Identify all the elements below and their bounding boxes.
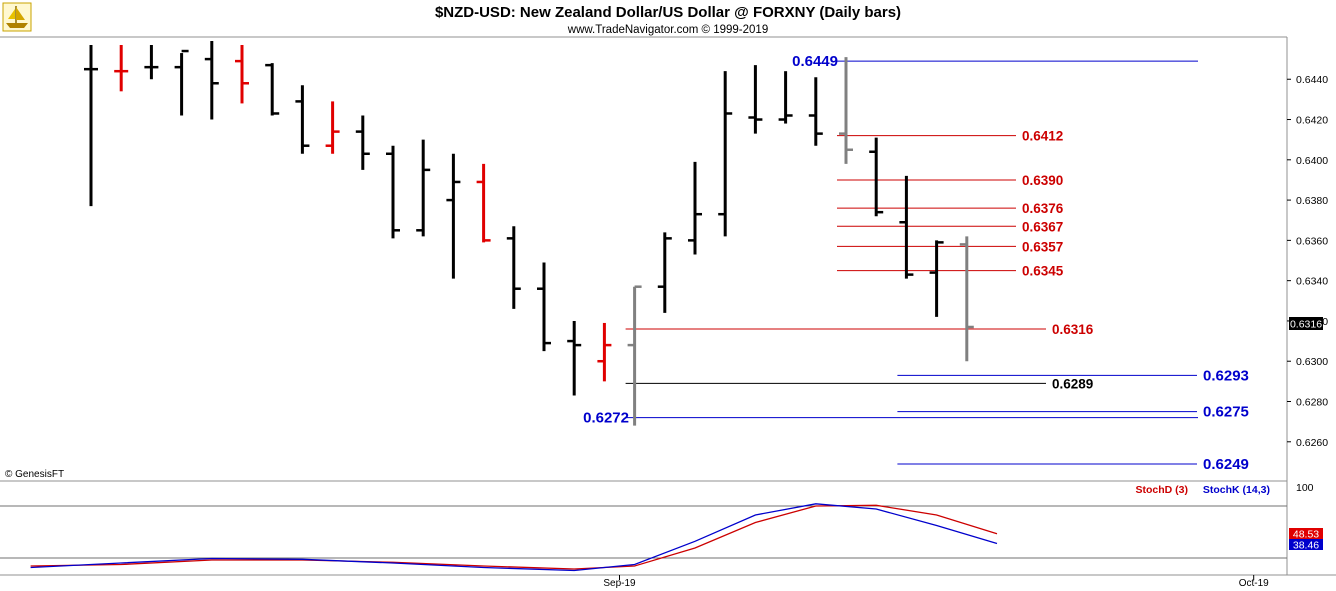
price-bars (84, 40, 974, 426)
ohlc-bar (235, 45, 249, 104)
ohlc-bar (718, 71, 733, 237)
price-y-tick-label: 0.6280 (1296, 397, 1328, 409)
ohlc-bar (899, 175, 914, 279)
source-label: © GenesisFT (5, 469, 64, 480)
x-axis: Sep-19 Oct-19 (603, 575, 1269, 589)
ohlc-bar (84, 45, 98, 207)
price-level-label: 0.6449 (792, 53, 838, 70)
ohlc-bar (446, 153, 461, 279)
ohlc-bar (597, 322, 612, 382)
ohlc-bar (476, 163, 491, 243)
price-y-tick-label: 0.6340 (1296, 276, 1328, 288)
price-level-label: 0.6345 (1022, 264, 1064, 279)
price-panel: © GenesisFT 0.6440 0.6420 0.6400 0.6380 0.63… (0, 36, 1336, 576)
price-y-tick-label: 0.6420 (1296, 115, 1328, 127)
stochastic-lines (30, 503, 998, 572)
ohlc-bar (295, 85, 310, 154)
ohlc-bar (627, 285, 642, 426)
ohlc-bar (386, 145, 400, 239)
price-level-label: 0.6357 (1022, 239, 1063, 254)
stoch-y-tick-100: 100 (1296, 482, 1314, 494)
ohlc-bar (114, 45, 129, 92)
price-y-tick-label: 0.6260 (1296, 437, 1328, 449)
ohlc-bar (144, 45, 159, 80)
ohlc-bar (778, 71, 793, 124)
price-level-label: 0.6293 (1203, 367, 1249, 384)
ohlc-bar (808, 77, 823, 146)
price-level-label: 0.6412 (1022, 129, 1063, 144)
chart-subtitle: www.TradeNavigator.com © 1999-2019 (567, 24, 768, 36)
ohlc-bar (929, 240, 944, 317)
ohlc-bar (355, 115, 370, 170)
price-level-label: 0.6249 (1203, 456, 1249, 473)
ohlc-bar (537, 262, 551, 352)
x-tick-label: Sep-19 (603, 578, 636, 589)
ohlc-bar (748, 65, 763, 134)
stochd-legend: StochD (3) (1136, 484, 1189, 496)
price-level-label: 0.6376 (1022, 201, 1064, 216)
price-y-axis: 0.6440 0.6420 0.6400 0.6380 0.6360 0.6340 0.63… (1287, 74, 1328, 449)
stochd-last-value: 48.53 (1293, 529, 1319, 541)
ohlc-bar (869, 137, 884, 217)
current-price-label: 0.6316 (1290, 319, 1322, 331)
current-price-badge: 0.6316 (1289, 317, 1323, 331)
price-y-tick-label: 0.6400 (1296, 155, 1328, 167)
price-y-tick-label: 0.6380 (1296, 195, 1328, 207)
ohlc-bar (204, 40, 219, 120)
stoch-value-badges: 48.53 38.46 (1289, 528, 1323, 552)
stochk-last-value: 38.46 (1293, 540, 1319, 552)
price-y-tick-label: 0.6360 (1296, 235, 1328, 247)
price-y-tick-label: 0.6440 (1296, 74, 1328, 86)
ohlc-bar (265, 63, 280, 116)
sailing-ship-logo-icon (2, 2, 32, 32)
price-level-label: 0.6289 (1052, 376, 1093, 391)
ohlc-bar (567, 320, 582, 396)
ohlc-bar (657, 232, 672, 313)
price-level-label: 0.6272 (583, 410, 629, 427)
price-levels: 0.6449 0.6412 0.6390 0.6376 0.6367 0.6357 0.63… (583, 53, 1249, 473)
ohlc-bar (688, 161, 702, 255)
ohlc-bar (416, 139, 431, 237)
stochk-line (30, 503, 998, 572)
ohlc-bar (506, 226, 521, 309)
price-level-label: 0.6275 (1203, 404, 1249, 421)
ohlc-bar (174, 49, 189, 116)
ohlc-bar (839, 57, 853, 164)
stochd-line (30, 504, 998, 570)
stochastic-panel: 100 StochD (3) StochK (14,3) 48.53 38.46… (0, 482, 1323, 589)
price-level-label: 0.6367 (1022, 219, 1063, 234)
ohlc-bar (325, 101, 340, 154)
price-level-label: 0.6316 (1052, 322, 1094, 337)
price-y-tick-label: 0.6300 (1296, 356, 1328, 368)
ohlc-bar (959, 236, 974, 362)
x-tick-label: Oct-19 (1239, 578, 1269, 589)
header: $NZD-USD: New Zealand Dollar/US Dollar @… (2, 2, 901, 36)
stochk-legend: StochK (14,3) (1203, 484, 1270, 496)
chart-title: $NZD-USD: New Zealand Dollar/US Dollar @… (435, 4, 901, 21)
price-level-label: 0.6390 (1022, 173, 1063, 188)
